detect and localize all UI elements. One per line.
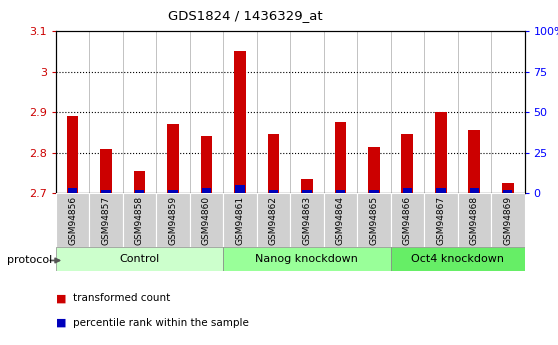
- Bar: [302, 190, 311, 193]
- Bar: [134, 171, 145, 193]
- Bar: [503, 190, 512, 193]
- Bar: [167, 124, 179, 193]
- Bar: [67, 116, 78, 193]
- Text: Nanog knockdown: Nanog knockdown: [256, 254, 358, 264]
- Bar: [234, 51, 246, 193]
- Bar: [169, 190, 177, 193]
- Text: GSM94858: GSM94858: [135, 196, 144, 245]
- Text: GSM94863: GSM94863: [302, 196, 311, 245]
- Bar: [335, 122, 346, 193]
- Bar: [391, 247, 525, 271]
- Bar: [202, 188, 211, 193]
- Bar: [56, 193, 89, 247]
- Text: GSM94865: GSM94865: [369, 196, 378, 245]
- Bar: [403, 188, 412, 193]
- Text: ■: ■: [56, 294, 66, 303]
- Bar: [357, 193, 391, 247]
- Text: Control: Control: [119, 254, 160, 264]
- Bar: [436, 188, 445, 193]
- Text: GSM94864: GSM94864: [336, 196, 345, 245]
- Bar: [123, 193, 156, 247]
- Bar: [401, 135, 413, 193]
- Bar: [56, 247, 223, 271]
- Bar: [502, 183, 513, 193]
- Bar: [235, 185, 244, 193]
- Bar: [257, 193, 290, 247]
- Text: GSM94857: GSM94857: [102, 196, 110, 245]
- Bar: [89, 193, 123, 247]
- Bar: [135, 190, 144, 193]
- Bar: [369, 190, 378, 193]
- Bar: [100, 149, 112, 193]
- Bar: [424, 193, 458, 247]
- Bar: [468, 130, 480, 193]
- Text: percentile rank within the sample: percentile rank within the sample: [73, 318, 248, 327]
- Text: transformed count: transformed count: [73, 294, 170, 303]
- Bar: [491, 193, 525, 247]
- Bar: [268, 135, 279, 193]
- Bar: [223, 193, 257, 247]
- Bar: [156, 193, 190, 247]
- Bar: [458, 193, 491, 247]
- Bar: [269, 190, 278, 193]
- Bar: [68, 188, 77, 193]
- Text: GSM94856: GSM94856: [68, 196, 77, 245]
- Bar: [391, 193, 424, 247]
- Bar: [324, 193, 357, 247]
- Bar: [190, 193, 223, 247]
- Bar: [336, 190, 345, 193]
- Text: protocol: protocol: [7, 256, 52, 265]
- Bar: [301, 179, 312, 193]
- Bar: [201, 137, 212, 193]
- Text: GSM94867: GSM94867: [436, 196, 445, 245]
- Bar: [470, 188, 479, 193]
- Bar: [435, 112, 446, 193]
- Text: GSM94862: GSM94862: [269, 196, 278, 245]
- Text: GSM94861: GSM94861: [235, 196, 244, 245]
- Text: ■: ■: [56, 318, 66, 327]
- Bar: [368, 147, 379, 193]
- Bar: [102, 190, 110, 193]
- Text: GSM94860: GSM94860: [202, 196, 211, 245]
- Text: Oct4 knockdown: Oct4 knockdown: [411, 254, 504, 264]
- Text: GDS1824 / 1436329_at: GDS1824 / 1436329_at: [168, 9, 323, 22]
- Bar: [290, 193, 324, 247]
- Text: GSM94868: GSM94868: [470, 196, 479, 245]
- Text: GSM94859: GSM94859: [169, 196, 177, 245]
- Text: GSM94866: GSM94866: [403, 196, 412, 245]
- Bar: [223, 247, 391, 271]
- Text: GSM94869: GSM94869: [503, 196, 512, 245]
